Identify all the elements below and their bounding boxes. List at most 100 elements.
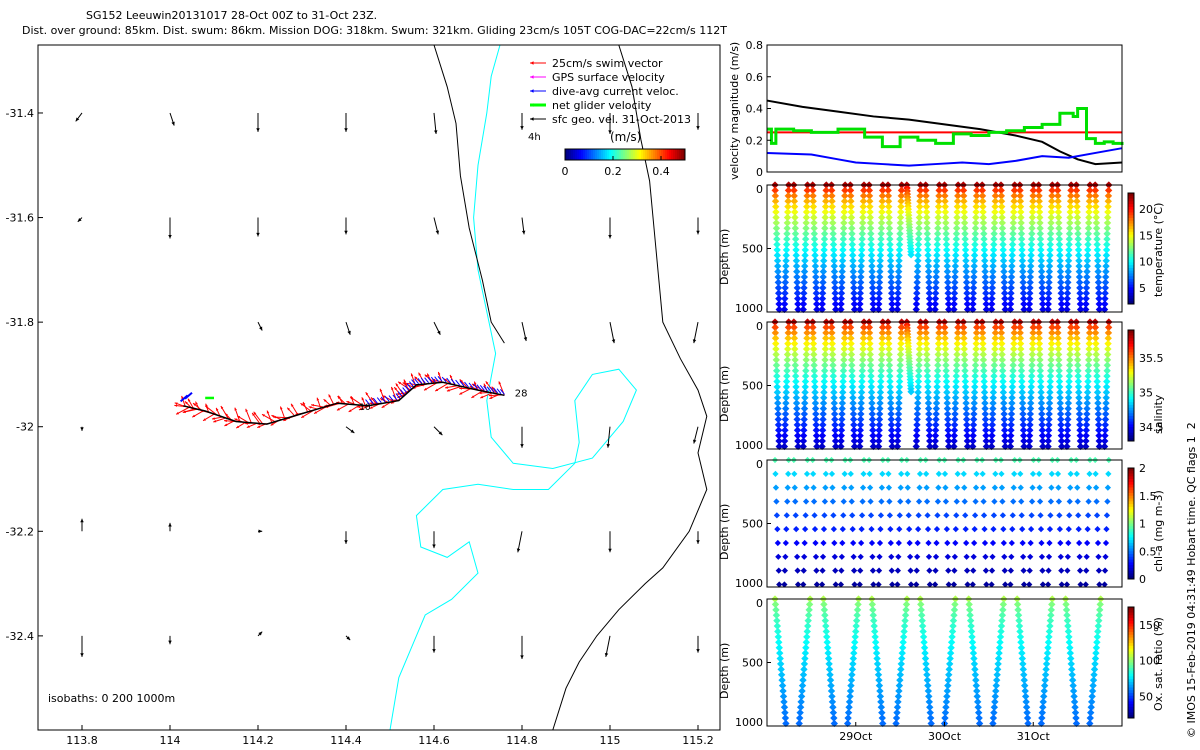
oxygen-point <box>1044 644 1052 652</box>
salinity-point <box>1007 426 1015 434</box>
temperature-point <box>782 246 791 254</box>
chl-point <box>867 498 874 505</box>
chl-point <box>1066 498 1073 505</box>
oxygen-point <box>800 665 808 674</box>
temperature-point <box>780 300 789 308</box>
salinity-point <box>811 394 819 402</box>
temperature-point <box>998 224 1007 232</box>
salinity-point <box>1018 383 1026 391</box>
salinity-point <box>888 426 896 434</box>
salinity-point <box>895 404 903 413</box>
salinity-point <box>878 323 887 332</box>
temperature-point <box>987 305 996 314</box>
current-vector <box>388 395 394 401</box>
legend-label: net glider velocity <box>552 99 652 112</box>
oxygen-point <box>1092 644 1101 652</box>
temperature-point <box>950 294 958 303</box>
temperature-point <box>878 197 886 205</box>
oxygen-point <box>920 644 929 652</box>
oxygen-point <box>1015 616 1023 625</box>
salinity-point <box>878 350 886 359</box>
temperature-point <box>1075 273 1084 281</box>
salinity-point <box>774 410 782 418</box>
temperature-point <box>963 289 971 297</box>
oxygen-point <box>943 692 951 701</box>
temperature-point <box>884 186 892 195</box>
salinity-point <box>990 377 998 386</box>
sfc-velocity-vector <box>258 529 263 534</box>
salinity-point <box>831 437 840 445</box>
oxygen-point <box>824 654 833 663</box>
chl-point <box>1046 539 1053 547</box>
temperature-point <box>888 305 896 314</box>
chl-point <box>1027 539 1034 547</box>
salinity-point <box>867 383 876 391</box>
chl-point <box>1104 484 1111 491</box>
swim-vector <box>213 417 226 423</box>
salinity-point <box>1067 323 1075 332</box>
legend-entry: sfc geo. vel. 31-Oct-2013 <box>530 113 691 126</box>
salinity-point <box>812 421 820 429</box>
temperature-point <box>893 300 902 308</box>
oxygen-point <box>781 714 790 722</box>
salinity-point <box>1095 437 1103 445</box>
temperature-point <box>960 197 968 205</box>
temperature-point <box>856 294 864 303</box>
chl-point <box>915 526 922 533</box>
temperature-point <box>915 224 923 232</box>
salinity-point <box>1075 399 1083 407</box>
chl-point <box>828 470 836 477</box>
oxygen-point <box>899 644 907 652</box>
salinity-point <box>894 415 903 424</box>
temperature-point <box>1017 219 1025 227</box>
chl-point <box>876 553 883 560</box>
sfc-velocity-vector <box>516 531 523 553</box>
temperature-point <box>981 278 990 287</box>
chl-point <box>1001 567 1008 574</box>
salinity-point <box>874 442 883 451</box>
temperature-point <box>887 273 895 281</box>
chl-point <box>983 581 990 588</box>
salinity-point <box>969 421 978 429</box>
salinity-point <box>781 415 790 424</box>
temperature-point <box>914 251 922 260</box>
oxygen-point <box>1095 616 1103 625</box>
salinity-point <box>1010 323 1019 332</box>
swim-vector <box>234 407 241 422</box>
sfc-velocity-vector <box>692 322 699 344</box>
chl-point <box>904 484 911 491</box>
temperature-point <box>924 240 932 249</box>
temperature-point <box>886 240 894 249</box>
chl-point <box>800 567 807 574</box>
salinity-point <box>922 345 931 353</box>
oxygen-point <box>827 681 835 690</box>
chl-point <box>963 553 970 560</box>
temperature-point <box>922 202 931 211</box>
chl-point <box>810 470 817 477</box>
oxygen-point <box>798 681 807 690</box>
temperature-point <box>925 289 934 297</box>
oxygen-point <box>943 687 952 695</box>
salinity-point <box>884 334 893 342</box>
oxygen-point <box>851 638 859 646</box>
salinity-point <box>1008 394 1016 402</box>
temperature-point <box>794 300 802 308</box>
temperature-point <box>773 257 782 265</box>
temperature-point <box>982 300 990 308</box>
temperature-point <box>809 202 818 211</box>
temperature-point <box>933 235 942 243</box>
temperature-point <box>942 235 951 243</box>
temperature-point <box>941 208 950 216</box>
salinity-point <box>1063 437 1071 445</box>
salinity-point <box>838 399 847 407</box>
salinity-point <box>944 431 953 440</box>
temperature-point <box>989 267 997 276</box>
chl-point <box>841 470 848 477</box>
sfc-velocity-vector <box>75 112 83 122</box>
salinity-point <box>791 350 799 359</box>
temperature-point <box>829 235 838 243</box>
temperature-point <box>839 230 848 238</box>
temperature-point <box>857 251 866 260</box>
oxygen-point <box>850 644 858 652</box>
chl-point <box>813 567 820 574</box>
